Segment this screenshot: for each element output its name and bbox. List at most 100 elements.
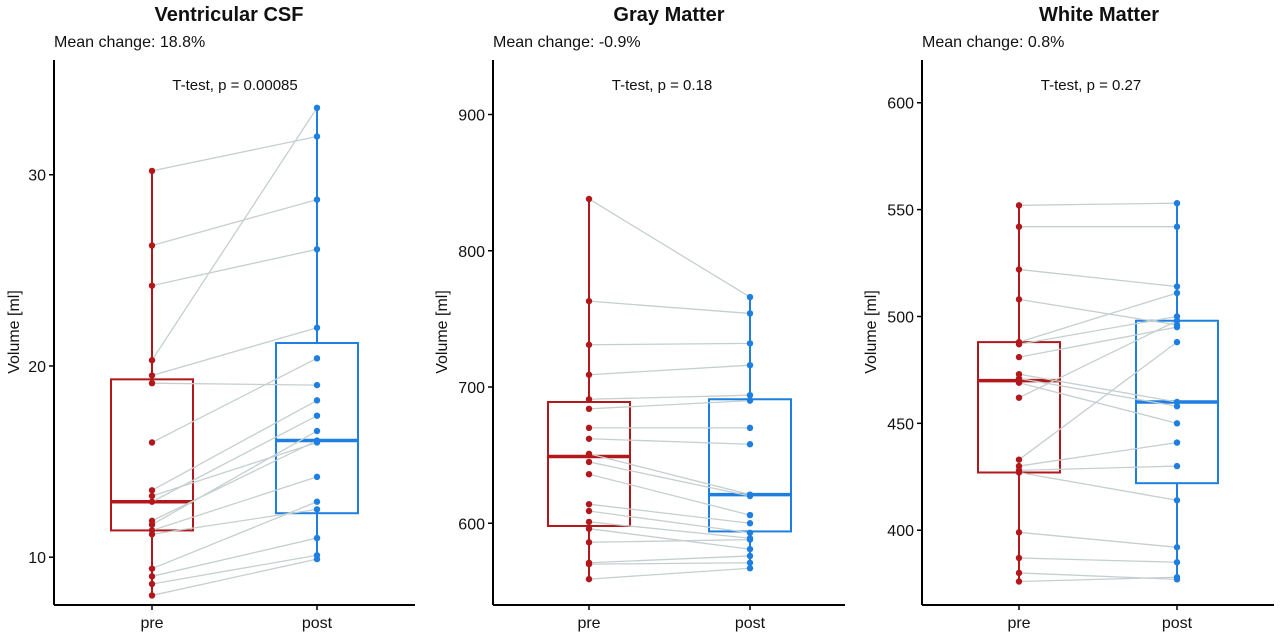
point-post [1173, 462, 1181, 470]
pair-line [588, 453, 751, 496]
point-pre [1015, 341, 1023, 348]
point-pre [1015, 469, 1023, 476]
point-pre [148, 379, 156, 387]
y-axis-title: Volume [ml] [863, 290, 880, 374]
panel-gray-matter: Gray Matter Mean change: -0.9% T-test, p… [434, 4, 845, 632]
pair-line [151, 415, 318, 503]
point-pre [585, 371, 593, 378]
pair-line [1018, 292, 1178, 343]
point-pre [585, 297, 593, 305]
pair-line [151, 399, 318, 491]
pair-line [1018, 531, 1178, 548]
point-post [746, 520, 754, 527]
pair-line [588, 438, 751, 445]
panel-subtitle: Mean change: 18.8% [54, 34, 205, 51]
pair-line [1018, 465, 1178, 472]
point-post [313, 555, 321, 563]
point-post [746, 565, 754, 572]
point-post [1173, 289, 1181, 297]
test-annotation: T-test, p = 0.00085 [172, 77, 298, 94]
pair-line [588, 538, 751, 543]
pair-line [151, 439, 318, 522]
y-tick-label: 500 [887, 309, 914, 326]
point-post [746, 529, 754, 536]
pair-line [151, 476, 318, 532]
pair-line [1018, 382, 1178, 424]
point-post [313, 381, 321, 389]
pair-line [151, 327, 318, 377]
point-pre [1015, 353, 1023, 361]
y-tick-label: 900 [458, 108, 485, 125]
point-post [746, 545, 754, 553]
point-post [746, 362, 754, 369]
y-tick-label: 450 [887, 416, 914, 433]
panel-title: White Matter [1039, 4, 1159, 26]
point-post [1173, 497, 1181, 504]
point-pre [1015, 529, 1023, 536]
point-pre [585, 500, 593, 508]
plot-area: 600 700 800 900 pre post [458, 60, 845, 632]
pair-line [1018, 377, 1178, 407]
panel-subtitle: Mean change: -0.9% [493, 34, 641, 51]
pair-line [1018, 576, 1178, 583]
pair-line [151, 441, 318, 497]
point-post [313, 324, 321, 331]
point-post [313, 246, 321, 253]
point-post [313, 498, 321, 505]
point-pre [1015, 569, 1023, 577]
point-post [1173, 559, 1181, 566]
pair-line [1018, 471, 1178, 501]
y-tick-label: 400 [887, 523, 914, 540]
point-pre [148, 531, 156, 538]
box-post [708, 398, 792, 533]
pair-line [1018, 441, 1178, 467]
point-pre [585, 396, 593, 403]
point-pre [585, 525, 593, 532]
panel-ventricular-csf: Ventricular CSF Mean change: 18.8% T-tes… [6, 4, 415, 632]
point-post [746, 511, 754, 519]
x-tick-label-post: post [302, 615, 333, 632]
point-pre [148, 573, 156, 580]
panel-title: Ventricular CSF [155, 4, 304, 26]
point-pre [148, 498, 156, 505]
pair-line [1018, 315, 1178, 345]
pair-line [151, 382, 318, 386]
point-pre [148, 492, 156, 500]
point-pre [585, 435, 593, 442]
pair-line [1018, 320, 1178, 399]
point-pre [1015, 266, 1023, 273]
point-post [746, 559, 754, 566]
point-post [1173, 317, 1181, 324]
point-post [313, 534, 321, 542]
pair-line [1018, 268, 1178, 288]
pair-line [151, 135, 318, 172]
point-post [746, 492, 754, 500]
point-pre [148, 282, 156, 289]
point-post [746, 536, 754, 543]
pair-line [588, 198, 751, 298]
point-pre [1015, 578, 1023, 585]
pair-line [588, 510, 751, 534]
pair-line [1018, 202, 1178, 206]
test-annotation: T-test, p = 0.18 [612, 77, 712, 94]
point-post [746, 293, 754, 301]
point-pre [585, 471, 593, 478]
pair-line [151, 554, 318, 585]
point-pre [1015, 456, 1023, 463]
y-axis-title: Volume [ml] [6, 290, 23, 374]
y-tick-label: 700 [458, 380, 485, 397]
test-annotation: T-test, p = 0.27 [1041, 77, 1141, 94]
pair-line [588, 521, 751, 539]
point-pre [148, 439, 156, 446]
point-pre [148, 580, 156, 588]
pair-line [588, 461, 751, 497]
point-post [1173, 574, 1181, 581]
point-post [1173, 283, 1181, 290]
point-post [1173, 544, 1181, 551]
pair-line [151, 537, 318, 577]
pair-line [588, 567, 751, 580]
point-post [1173, 199, 1181, 207]
pair-line [588, 528, 751, 550]
